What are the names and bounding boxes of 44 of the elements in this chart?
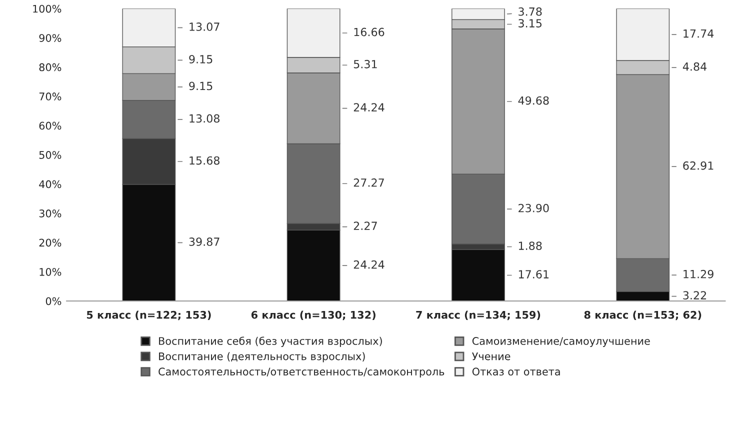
- data-label: 3.15: [518, 19, 542, 28]
- y-tick-label: 20%: [39, 238, 62, 247]
- data-label: 9.15: [189, 82, 212, 90]
- x-tick-label: 8 класс (n=153; 62): [584, 310, 702, 320]
- data-label: 4.84: [682, 62, 707, 71]
- y-tick-label: 80%: [39, 63, 62, 72]
- y-tick-label: 90%: [39, 34, 62, 42]
- y-tick-label: 30%: [39, 210, 62, 218]
- legend-label: Самоизменение/самоулучшение: [472, 337, 650, 347]
- data-label: 17.74: [684, 30, 714, 38]
- data-label: 13.07: [190, 22, 220, 31]
- data-label: 11.29: [684, 270, 714, 278]
- data-label: 23.90: [518, 204, 549, 212]
- data-label: 24.24: [354, 260, 384, 269]
- data-label: 3.22: [683, 291, 706, 300]
- data-label: 5.31: [354, 60, 377, 68]
- y-tick-label: 60%: [39, 122, 62, 130]
- x-tick-label: 7 класс (n=134; 159): [416, 310, 540, 320]
- legend-label: Отказ от ответа: [472, 368, 560, 376]
- y-tick-label: 70%: [39, 92, 62, 100]
- data-label: 49.68: [518, 96, 549, 105]
- data-label: 16.66: [354, 28, 384, 36]
- legend-label: Воспитание себя (без участия взрослых): [159, 336, 382, 347]
- legend-label: Самостоятельность/ответственность/самоконтроль: [158, 368, 444, 378]
- legend-label: Воспитание (деятельность взрослых): [159, 352, 365, 362]
- y-tick-label: 0%: [46, 297, 62, 306]
- x-tick-label: 5 класс (n=122; 153): [86, 310, 211, 320]
- x-tick-label: 6 класс (n=130; 132): [251, 310, 376, 320]
- data-label: 39.87: [189, 238, 220, 246]
- y-tick-label: 50%: [39, 151, 62, 159]
- data-label: 15.68: [190, 156, 220, 165]
- y-tick-label: 100%: [33, 4, 62, 13]
- data-label: 2.27: [354, 222, 377, 230]
- data-label: 24.24: [354, 103, 384, 112]
- y-tick-label: 40%: [39, 180, 62, 188]
- data-label: 9.15: [189, 55, 212, 64]
- y-tick-label: 10%: [40, 268, 62, 276]
- data-label: 13.08: [190, 114, 220, 123]
- legend-label: Учение: [472, 352, 510, 360]
- data-label: 1.88: [518, 242, 542, 250]
- data-label: 27.27: [354, 178, 384, 187]
- data-label: 62.91: [683, 161, 714, 170]
- data-label: 3.78: [518, 7, 542, 16]
- data-label: 17.61: [518, 270, 549, 278]
